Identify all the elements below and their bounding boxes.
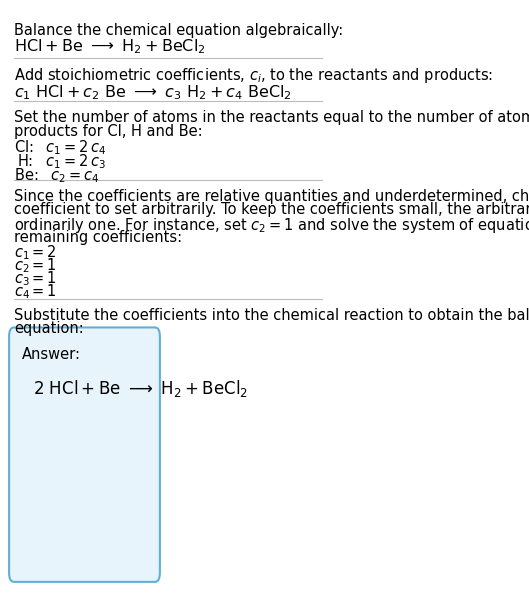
Text: Be: $\;\;c_2 = c_4$: Be: $\;\;c_2 = c_4$	[14, 166, 99, 185]
Text: $c_3 = 1$: $c_3 = 1$	[14, 270, 57, 288]
Text: $\mathregular{2\ HCl + Be\ \longrightarrow\ H_2 + BeCl_2}$: $\mathregular{2\ HCl + Be\ \longrightarr…	[33, 378, 248, 399]
Text: $c_2 = 1$: $c_2 = 1$	[14, 256, 57, 275]
Text: remaining coefficients:: remaining coefficients:	[14, 230, 182, 245]
Text: $\mathregular{HCl + Be\ \longrightarrow\ H_2 + BeCl_2}$: $\mathregular{HCl + Be\ \longrightarrow\…	[14, 38, 206, 56]
Text: Add stoichiometric coefficients, $c_i$, to the reactants and products:: Add stoichiometric coefficients, $c_i$, …	[14, 66, 493, 86]
Text: products for Cl, H and Be:: products for Cl, H and Be:	[14, 124, 203, 139]
Text: Substitute the coefficients into the chemical reaction to obtain the balanced: Substitute the coefficients into the che…	[14, 308, 529, 323]
Text: Answer:: Answer:	[22, 347, 81, 362]
Text: ordinarily one. For instance, set $c_2 = 1$ and solve the system of equations fo: ordinarily one. For instance, set $c_2 =…	[14, 216, 529, 235]
Text: H: $\;\;c_1 = 2\,c_3$: H: $\;\;c_1 = 2\,c_3$	[17, 152, 106, 171]
FancyBboxPatch shape	[9, 327, 160, 582]
Text: $c_1 = 2$: $c_1 = 2$	[14, 243, 57, 262]
Text: Balance the chemical equation algebraically:: Balance the chemical equation algebraica…	[14, 23, 343, 38]
Text: Cl: $\;\;c_1 = 2\,c_4$: Cl: $\;\;c_1 = 2\,c_4$	[14, 138, 106, 157]
Text: Since the coefficients are relative quantities and underdetermined, choose a: Since the coefficients are relative quan…	[14, 189, 529, 203]
Text: $c_1\ \mathregular{HCl} + c_2\ \mathregular{Be}\ \longrightarrow\ c_3\ \mathregu: $c_1\ \mathregular{HCl} + c_2\ \mathregu…	[14, 83, 292, 102]
Text: $c_4 = 1$: $c_4 = 1$	[14, 282, 57, 301]
Text: equation:: equation:	[14, 322, 84, 336]
Text: Set the number of atoms in the reactants equal to the number of atoms in the: Set the number of atoms in the reactants…	[14, 109, 529, 124]
Text: coefficient to set arbitrarily. To keep the coefficients small, the arbitrary va: coefficient to set arbitrarily. To keep …	[14, 202, 529, 217]
